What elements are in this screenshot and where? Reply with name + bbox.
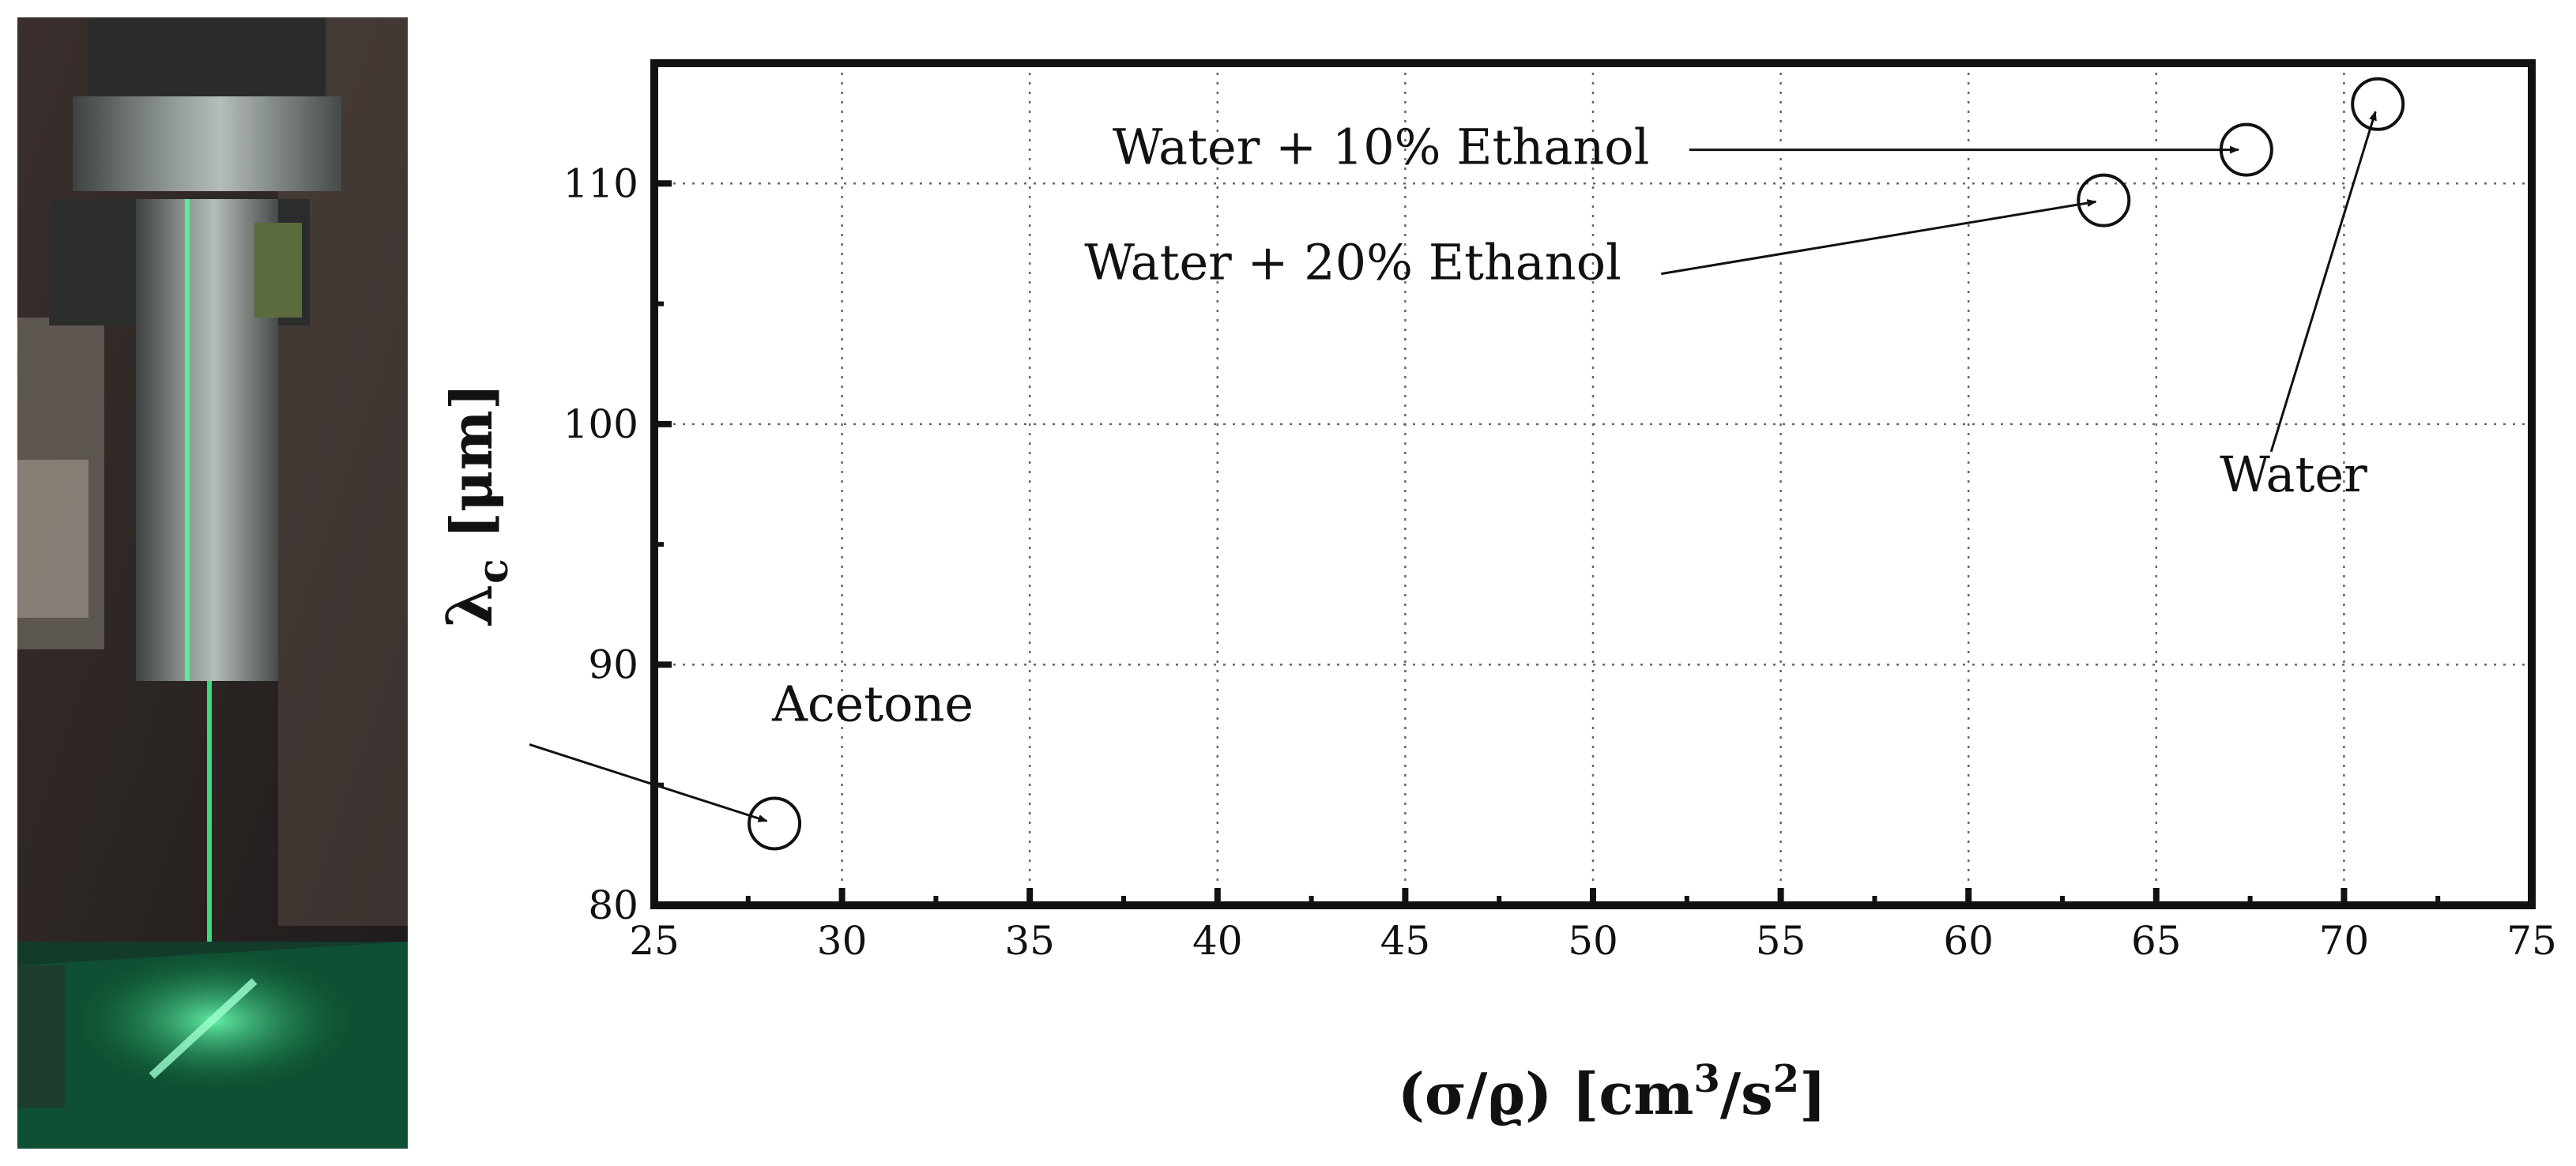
tick-labels: 25 30 35 40 45 50 55 60 65 70 75 80 90 100 110 xyxy=(563,160,2557,964)
y-tick-label: 90 xyxy=(588,641,638,687)
x-tick-label: 35 xyxy=(1004,918,1055,964)
x-tick-label: 55 xyxy=(1756,918,1806,964)
y-tick-label: 110 xyxy=(563,160,638,206)
x-tick-label: 75 xyxy=(2506,918,2557,964)
grid-lines xyxy=(654,63,2532,905)
annotations: Acetone Water + 20% Ethanol Water + 10% Et… xyxy=(529,111,2377,822)
x-axis-title: (σ/ϱ) [cm3/s2] xyxy=(1398,1057,1826,1127)
y-tick-label: 100 xyxy=(563,401,638,447)
data-points xyxy=(748,77,2405,851)
x-tick-label: 50 xyxy=(1568,918,1618,964)
annotation-arrow-water-20-ethanol xyxy=(1661,199,2097,276)
y-tick-label: 80 xyxy=(588,882,638,928)
x-tick-label: 40 xyxy=(1192,918,1243,964)
x-tick-label: 70 xyxy=(2319,918,2370,964)
point-water xyxy=(2351,77,2405,131)
annotation-arrow-water xyxy=(2269,111,2377,453)
nozzle-photo xyxy=(17,17,408,1149)
x-tick-label: 45 xyxy=(1380,918,1431,964)
annotation-label-water-20-ethanol: Water + 20% Ethanol xyxy=(1084,234,1621,292)
x-tick-label: 25 xyxy=(629,918,680,964)
plot-frame xyxy=(650,59,2536,909)
x-tick-label: 30 xyxy=(817,918,868,964)
point-water-20-ethanol xyxy=(2077,173,2131,228)
annotation-label-water-10-ethanol: Water + 10% Ethanol xyxy=(1113,118,1650,176)
annotation-arrow-acetone xyxy=(529,743,768,822)
y-axis-title: λc [μm] xyxy=(432,383,518,628)
annotation-label-acetone: Acetone xyxy=(771,675,974,732)
x-tick-label: 60 xyxy=(1943,918,1994,964)
x-tick-label: 65 xyxy=(2131,918,2182,964)
annotation-label-water: Water xyxy=(2220,446,2367,503)
point-acetone xyxy=(748,796,802,851)
